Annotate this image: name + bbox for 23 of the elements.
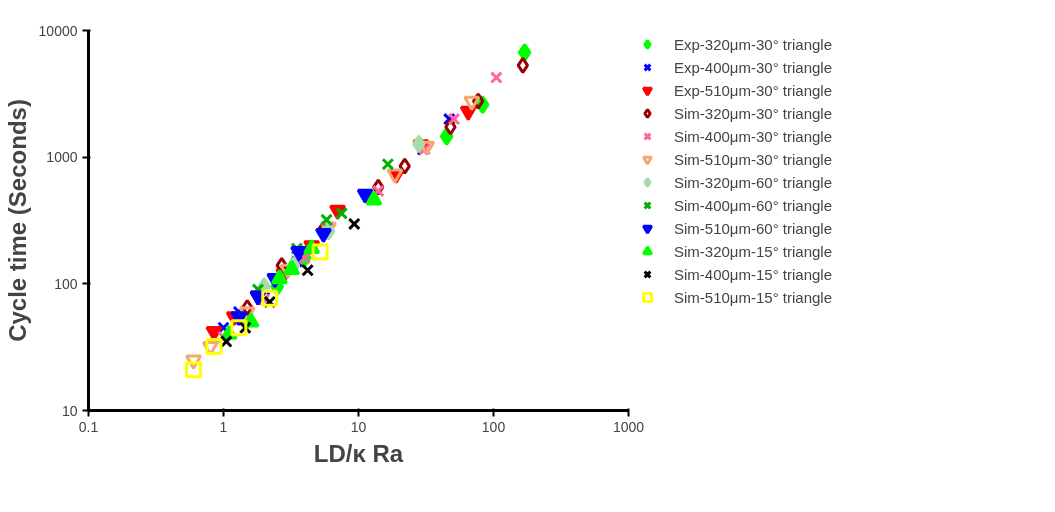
legend-label: Sim-400μm-30° triangle — [674, 127, 833, 145]
legend-label: Sim-320μm-15° triangle — [674, 242, 833, 260]
x-tick-label: 10 — [350, 418, 367, 435]
legend-label: Exp-320μm-30° triangle — [674, 35, 833, 53]
legend-label: Sim-510μm-15° triangle — [674, 288, 833, 306]
legend-label: Sim-320μm-30° triangle — [674, 104, 833, 122]
x-axis-title: LD/κ Ra — [313, 439, 404, 467]
legend-label: Sim-510μm-60° triangle — [674, 219, 833, 237]
y-tick-label: 100 — [54, 275, 78, 292]
y-axis-title: Cycle time (Seconds) — [3, 99, 31, 342]
x-tick-label: 0.1 — [78, 418, 99, 435]
legend-label: Sim-400μm-15° triangle — [674, 265, 833, 283]
y-tick-label: 1000 — [46, 149, 78, 166]
y-tick-label: 10000 — [38, 22, 78, 39]
x-tick-label: 1000 — [612, 418, 645, 435]
legend-label: Sim-400μm-60° triangle — [674, 196, 833, 214]
legend-label: Exp-400μm-30° triangle — [674, 58, 833, 76]
x-tick-label: 1 — [219, 418, 228, 435]
legend-label: Exp-510μm-30° triangle — [674, 81, 833, 99]
x-tick-label: 100 — [481, 418, 506, 435]
legend-label: Sim-320μm-60° triangle — [674, 173, 833, 191]
legend-label: Sim-510μm-30° triangle — [674, 150, 833, 168]
y-tick-label: 10 — [61, 402, 78, 419]
